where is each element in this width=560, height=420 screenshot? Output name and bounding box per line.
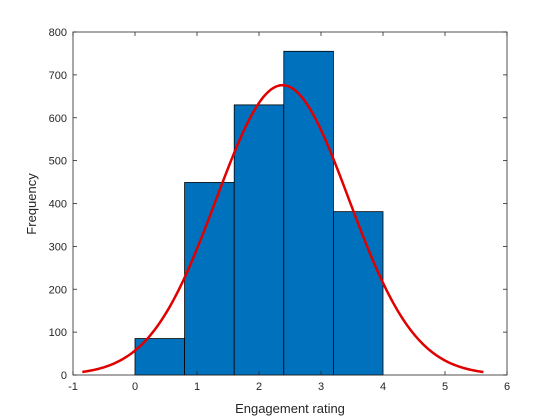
y-tick-label: 0 [61, 370, 67, 382]
histogram-bar [233, 104, 285, 376]
y-axis-label: Frequency [24, 173, 39, 235]
histogram-bar [283, 50, 334, 376]
bars-layer [134, 50, 384, 376]
y-tick-label: 600 [49, 113, 67, 125]
y-tick-label: 200 [49, 284, 67, 296]
x-tick-label: 1 [194, 381, 200, 393]
y-tick-label: 700 [49, 70, 67, 82]
normal-fit-curve [82, 83, 484, 374]
y-tick-label: 500 [49, 156, 67, 168]
x-tick-label: 5 [442, 381, 448, 393]
histogram-bar [184, 182, 235, 376]
y-tick-label: 100 [49, 327, 67, 339]
y-tick-label: 800 [49, 27, 67, 39]
histogram-bar [332, 211, 384, 376]
y-tick-label: 300 [49, 241, 67, 253]
x-tick-label: 4 [380, 381, 386, 393]
x-tick-label: 6 [504, 381, 510, 393]
fit-curve-layer [82, 83, 484, 374]
x-tick-label: -1 [68, 381, 78, 393]
y-tick-label: 400 [49, 199, 67, 211]
x-tick-label: 3 [318, 381, 324, 393]
x-axis-label: Engagement rating [235, 401, 345, 416]
x-tick-label: 0 [132, 381, 138, 393]
x-tick-label: 2 [256, 381, 262, 393]
